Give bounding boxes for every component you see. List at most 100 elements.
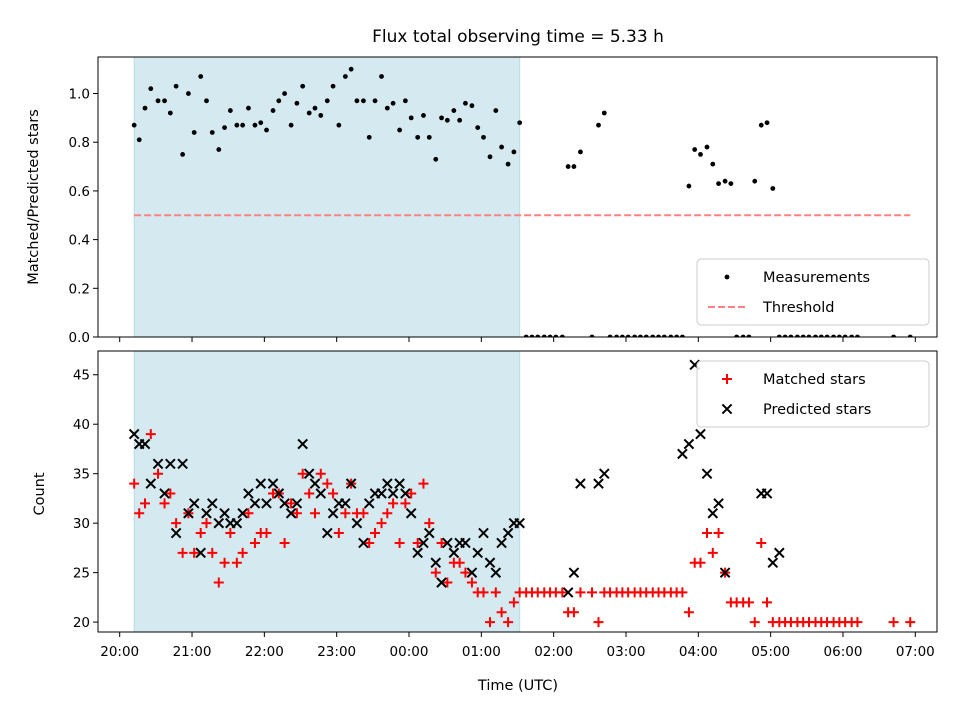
data-point <box>800 334 806 337</box>
data-point <box>219 507 230 519</box>
data-point <box>716 181 721 187</box>
data-point <box>273 488 285 499</box>
data-point <box>818 334 824 337</box>
data-point <box>661 334 667 337</box>
data-point <box>261 498 272 509</box>
data-point <box>258 120 264 126</box>
data-point <box>306 110 312 116</box>
legend-label: Measurements <box>763 270 870 286</box>
x-tick-label: 00:00 <box>390 644 429 660</box>
y-tick-label: 0.6 <box>69 184 90 200</box>
data-point <box>159 488 170 499</box>
legend: Matched stars Predicted stars <box>696 360 930 428</box>
x-tick-label: 04:00 <box>679 644 718 660</box>
data-point <box>216 147 222 152</box>
data-point <box>340 508 351 519</box>
plot-frame <box>97 350 938 633</box>
data-point <box>683 438 695 450</box>
data-point <box>607 334 613 337</box>
data-point <box>342 74 348 79</box>
y-tick-label: 0.4 <box>69 233 90 249</box>
data-point <box>297 438 308 450</box>
data-point <box>282 91 288 96</box>
data-point <box>496 537 507 549</box>
data-point <box>852 617 863 628</box>
data-point <box>448 547 460 559</box>
data-point <box>575 478 586 489</box>
data-point <box>761 488 773 499</box>
data-point <box>382 478 393 489</box>
data-point <box>261 528 272 539</box>
y-tick-label: 0.2 <box>69 281 90 297</box>
data-point <box>713 528 724 539</box>
data-point <box>743 597 754 608</box>
data-point <box>195 547 207 559</box>
data-point <box>891 334 897 337</box>
series-measurements <box>131 66 913 337</box>
data-point <box>279 498 290 509</box>
data-point <box>390 100 396 106</box>
y-tick-label: 0.0 <box>69 330 90 346</box>
top-panel: 0.0 0.2 0.4 0.6 0.8 1.0 Measurements Threshold <box>69 56 938 346</box>
data-point <box>222 125 227 131</box>
data-point <box>484 557 496 569</box>
y-tick-label: 45 <box>73 368 90 384</box>
data-point <box>309 508 320 519</box>
y-tick-label: 1.0 <box>69 87 90 103</box>
data-point <box>430 557 442 569</box>
x-tick-label: 21:00 <box>173 644 212 660</box>
data-point <box>142 105 148 111</box>
data-point <box>713 498 724 509</box>
data-point <box>764 120 770 126</box>
data-point <box>442 577 453 588</box>
x-tick-label: 06:00 <box>824 644 863 660</box>
data-point <box>191 130 197 135</box>
legend-label: Matched stars <box>763 372 866 388</box>
data-point <box>322 478 333 489</box>
data-point <box>231 557 242 568</box>
data-point <box>408 115 414 121</box>
data-point <box>139 438 151 450</box>
data-point <box>370 528 381 539</box>
data-point <box>824 334 830 337</box>
data-point <box>568 607 579 618</box>
data-point <box>291 498 303 509</box>
data-point <box>656 334 661 337</box>
data-point <box>270 108 276 113</box>
data-point <box>466 567 478 578</box>
data-point <box>405 507 417 519</box>
data-point <box>586 587 597 598</box>
y-tick-label: 30 <box>73 516 90 532</box>
data-point <box>231 517 243 529</box>
data-point <box>578 149 583 155</box>
data-point <box>701 528 712 539</box>
data-point <box>129 478 140 489</box>
data-point <box>255 478 267 489</box>
data-point <box>505 161 511 167</box>
data-point <box>213 517 225 529</box>
data-point <box>643 334 649 337</box>
data-point <box>286 498 297 509</box>
data-point <box>315 468 326 479</box>
data-point <box>388 498 399 509</box>
data-point <box>439 115 444 121</box>
data-point <box>758 122 764 128</box>
data-point <box>842 334 848 337</box>
data-point <box>188 498 200 509</box>
data-point <box>140 498 151 509</box>
data-point <box>776 334 782 337</box>
data-point <box>173 83 179 89</box>
data-point <box>252 122 258 128</box>
data-point <box>788 334 794 337</box>
data-point <box>593 478 604 489</box>
data-point <box>424 518 435 529</box>
data-point <box>324 98 330 104</box>
data-point <box>752 178 758 184</box>
top-y-axis-label: Matched/Predicted stars <box>26 109 42 285</box>
data-point <box>288 122 294 128</box>
data-point <box>436 537 447 548</box>
bottom-y-axis-label: Count <box>32 472 48 515</box>
data-point <box>243 508 254 519</box>
data-point <box>451 108 457 113</box>
